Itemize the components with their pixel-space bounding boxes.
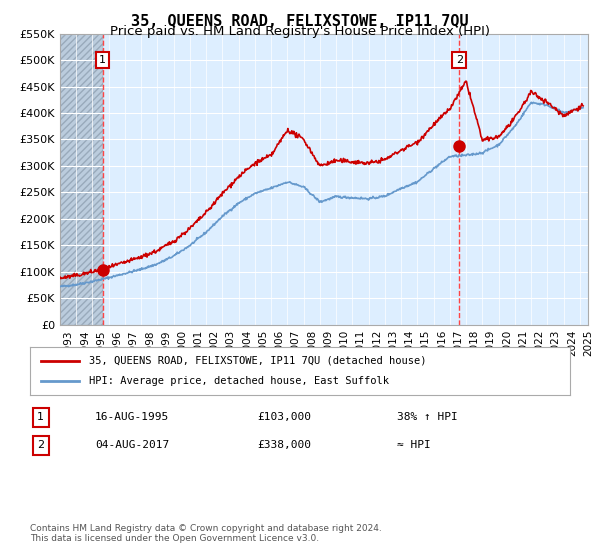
Bar (60, 34, 103, 325)
Text: £103,000: £103,000 (257, 412, 311, 422)
Text: 16-AUG-1995: 16-AUG-1995 (95, 412, 169, 422)
Text: 35, QUEENS ROAD, FELIXSTOWE, IP11 7QU: 35, QUEENS ROAD, FELIXSTOWE, IP11 7QU (131, 14, 469, 29)
Text: 38% ↑ HPI: 38% ↑ HPI (397, 412, 458, 422)
Text: 2: 2 (456, 55, 463, 65)
Text: 1: 1 (37, 412, 44, 422)
Text: £338,000: £338,000 (257, 440, 311, 450)
Text: 04-AUG-2017: 04-AUG-2017 (95, 440, 169, 450)
Text: ≈ HPI: ≈ HPI (397, 440, 431, 450)
Text: Price paid vs. HM Land Registry's House Price Index (HPI): Price paid vs. HM Land Registry's House … (110, 25, 490, 38)
Text: 2: 2 (37, 440, 44, 450)
Text: 35, QUEENS ROAD, FELIXSTOWE, IP11 7QU (detached house): 35, QUEENS ROAD, FELIXSTOWE, IP11 7QU (d… (89, 356, 427, 366)
Text: Contains HM Land Registry data © Crown copyright and database right 2024.
This d: Contains HM Land Registry data © Crown c… (30, 524, 382, 543)
Bar (60, 34, 103, 325)
Text: HPI: Average price, detached house, East Suffolk: HPI: Average price, detached house, East… (89, 376, 389, 386)
Text: 1: 1 (99, 55, 106, 65)
